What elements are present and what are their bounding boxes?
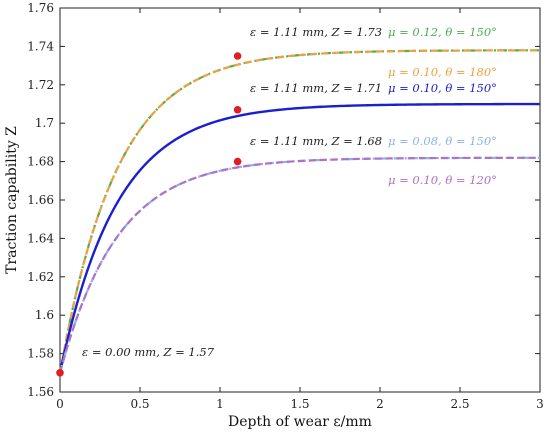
series-label: μ = 0.10, θ = 150° <box>388 81 497 95</box>
y-tick-label: 1.6 <box>35 308 54 322</box>
series-lines <box>58 49 541 374</box>
highlight-point <box>233 52 242 60</box>
annotation-text: ε = 1.11 mm, Z = 1.68 <box>250 134 382 148</box>
axis-ticks: 0 0.5 1 1.5 2 2.5 3 1.56 1.58 1.6 1.62 1.64 1.66 1.68… <box>27 1 544 411</box>
x-tick-label: 2.5 <box>450 397 469 411</box>
y-tick-label: 1.72 <box>27 78 54 92</box>
series-labels: μ = 0.12, θ = 150° μ = 0.10, θ = 180° μ = … <box>388 25 497 187</box>
x-tick-label: 1 <box>216 397 224 411</box>
y-tick-label: 1.66 <box>27 193 54 207</box>
series-line <box>58 49 541 373</box>
highlight-point <box>233 105 242 114</box>
y-axis-label: Traction capability Z <box>4 126 20 274</box>
series-label: μ = 0.12, θ = 150° <box>388 25 497 39</box>
series-line <box>58 102 540 374</box>
y-tick-label: 1.56 <box>27 385 54 399</box>
highlight-markers <box>56 52 242 377</box>
y-tick-label: 1.74 <box>27 39 54 53</box>
annotations: ε = 1.11 mm, Z = 1.73 ε = 1.11 mm, Z = 1.… <box>82 25 382 359</box>
annotation-text: ε = 0.00 mm, Z = 1.57 <box>82 345 215 359</box>
series-label: μ = 0.10, θ = 180° <box>388 65 497 79</box>
highlight-point <box>56 369 64 377</box>
series-label: μ = 0.08, θ = 150° <box>388 134 497 148</box>
x-tick-label: 0 <box>56 397 64 411</box>
series-line <box>58 156 540 374</box>
x-tick-label: 3 <box>536 397 544 411</box>
y-tick-label: 1.62 <box>27 270 54 284</box>
annotation-text: ε = 1.11 mm, Z = 1.73 <box>250 25 382 39</box>
series-label: μ = 0.10, θ = 120° <box>388 173 497 187</box>
x-tick-label: 2 <box>376 397 384 411</box>
x-tick-label: 1.5 <box>290 397 309 411</box>
annotation-text: ε = 1.11 mm, Z = 1.71 <box>250 81 382 95</box>
x-tick-label: 0.5 <box>130 397 149 411</box>
y-tick-label: 1.76 <box>27 1 54 15</box>
y-tick-label: 1.64 <box>27 231 54 245</box>
series-line <box>58 49 541 373</box>
series-line <box>58 156 540 374</box>
x-axis-label: Depth of wear ε/mm <box>228 414 372 430</box>
y-tick-label: 1.68 <box>27 155 54 169</box>
highlight-point <box>233 157 242 166</box>
y-tick-label: 1.7 <box>35 116 54 130</box>
y-tick-label: 1.58 <box>27 347 54 361</box>
